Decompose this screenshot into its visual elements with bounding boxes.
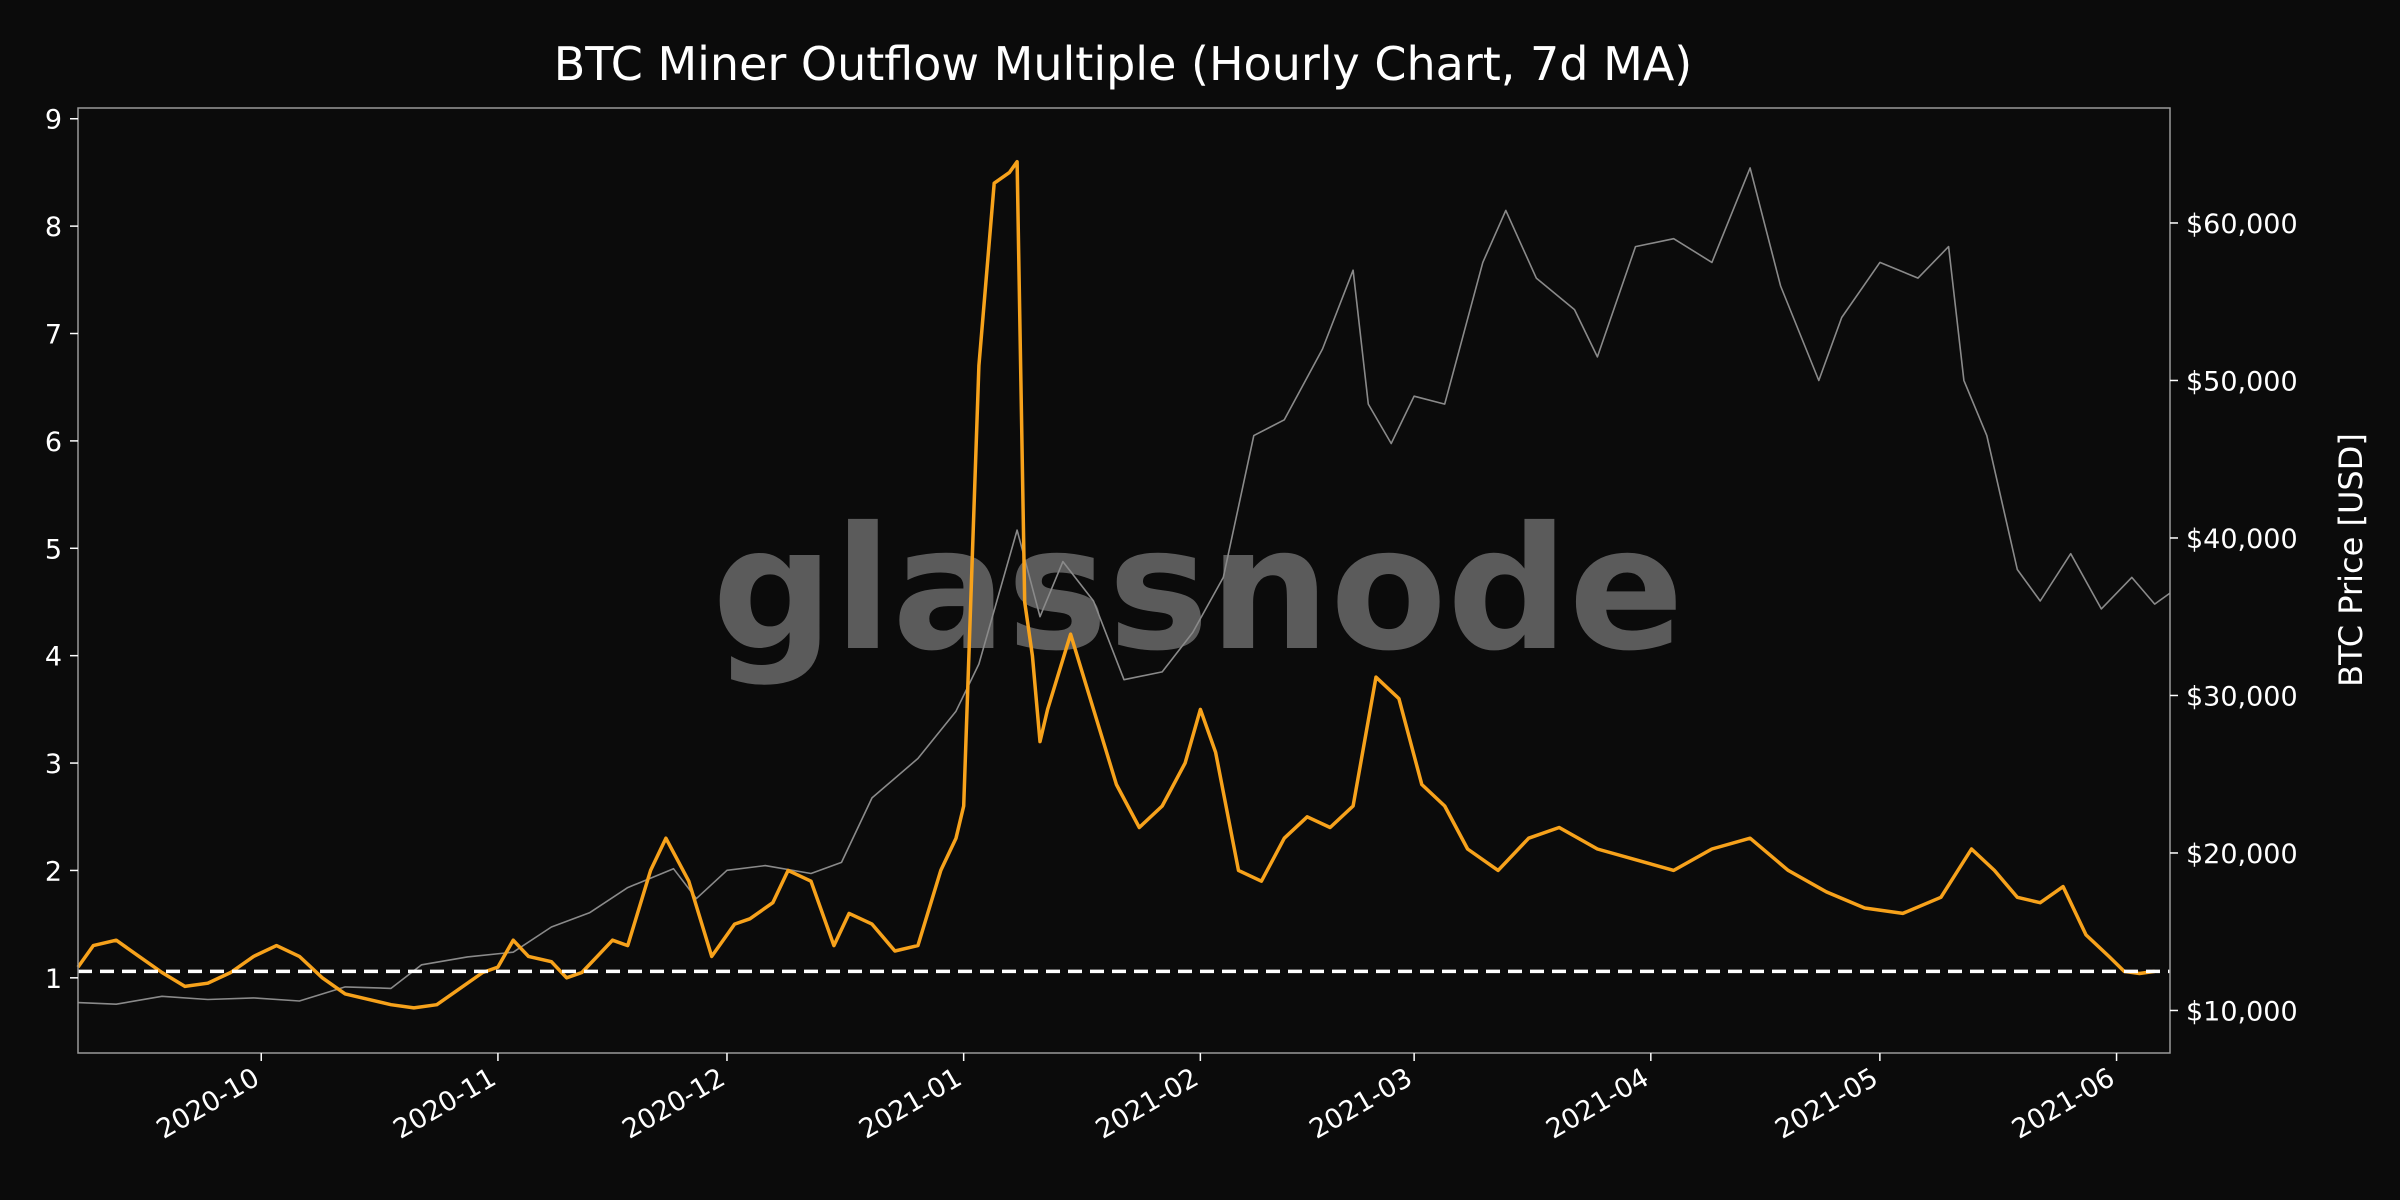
y-right-tick-label: $30,000 xyxy=(2186,681,2298,712)
y-left-tick-label: 6 xyxy=(45,427,62,458)
y-left-tick-label: 8 xyxy=(45,212,62,243)
y-right-tick-label: $50,000 xyxy=(2186,366,2298,397)
y-left-tick-label: 2 xyxy=(45,856,62,887)
btc-price-line xyxy=(77,167,2171,1005)
y-left-tick-label: 3 xyxy=(45,749,62,780)
y-left-tick-label: 1 xyxy=(45,964,62,995)
chart-title: BTC Miner Outflow Multiple (Hourly Chart… xyxy=(554,37,1692,91)
y-left-tick-label: 9 xyxy=(45,105,62,136)
outflow-multiple-line xyxy=(76,159,2155,1010)
plot-area xyxy=(76,159,2171,1010)
y-right-tick-label: $20,000 xyxy=(2186,839,2298,870)
y-right-tick-label: $40,000 xyxy=(2186,524,2298,555)
y-right-tick-label: $60,000 xyxy=(2186,209,2298,240)
y-right-tick-label: $10,000 xyxy=(2186,996,2298,1027)
y-right-axis-label: BTC Price [USD] xyxy=(2332,433,2370,687)
y-left-tick-label: 5 xyxy=(45,534,62,565)
plot-frame xyxy=(77,107,2171,1054)
watermark-logo: glassnode xyxy=(712,491,1684,689)
y-left-tick-label: 4 xyxy=(45,642,62,673)
y-left-tick-label: 7 xyxy=(45,320,62,351)
